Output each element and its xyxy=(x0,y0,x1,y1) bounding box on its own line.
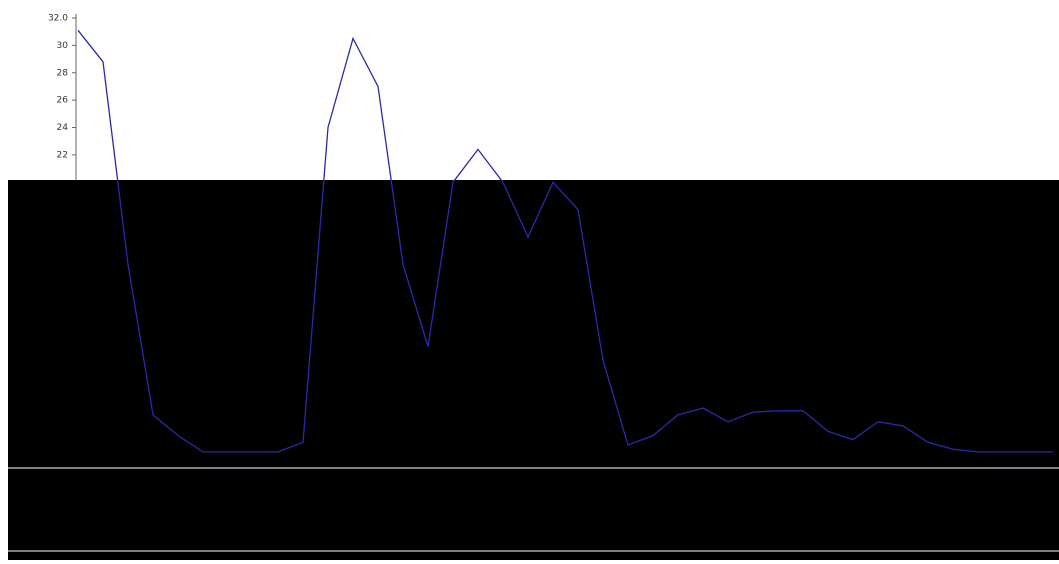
y-tick-label: 26 xyxy=(57,96,69,106)
y-tick-label: 22 xyxy=(57,150,68,160)
y-tick-label: 24 xyxy=(57,123,69,133)
y-tick-label: 30 xyxy=(57,41,69,51)
glitch-region xyxy=(8,180,1059,560)
y-tick-label: 32.0 xyxy=(48,14,68,24)
y-tick-label: 28 xyxy=(57,68,69,78)
chart: 32.0 30 28 26 24 22 xyxy=(0,0,1059,560)
